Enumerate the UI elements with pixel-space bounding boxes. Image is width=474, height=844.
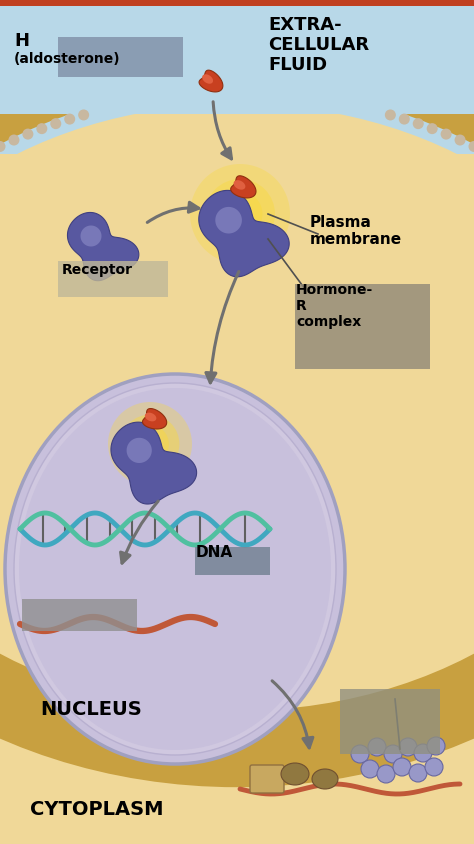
Bar bbox=[0, 0, 474, 7]
Bar bbox=[22, 599, 137, 631]
Circle shape bbox=[385, 111, 396, 122]
Ellipse shape bbox=[5, 375, 345, 764]
Bar bbox=[195, 548, 270, 576]
Bar bbox=[295, 284, 430, 370]
Circle shape bbox=[36, 124, 47, 135]
Circle shape bbox=[50, 119, 61, 130]
Ellipse shape bbox=[190, 165, 290, 265]
Circle shape bbox=[22, 129, 33, 140]
Circle shape bbox=[377, 766, 395, 783]
Text: CYTOPLASM: CYTOPLASM bbox=[30, 799, 164, 818]
Ellipse shape bbox=[205, 180, 275, 250]
Circle shape bbox=[0, 142, 6, 153]
Ellipse shape bbox=[19, 388, 331, 750]
Text: DNA: DNA bbox=[196, 544, 233, 560]
Circle shape bbox=[455, 135, 465, 146]
Text: H: H bbox=[14, 32, 29, 50]
Ellipse shape bbox=[218, 192, 263, 237]
Circle shape bbox=[425, 758, 443, 776]
Circle shape bbox=[414, 744, 432, 762]
Polygon shape bbox=[199, 191, 289, 278]
Circle shape bbox=[468, 142, 474, 153]
Ellipse shape bbox=[312, 769, 338, 789]
FancyBboxPatch shape bbox=[250, 766, 284, 793]
Text: (aldosterone): (aldosterone) bbox=[14, 52, 120, 66]
Polygon shape bbox=[234, 181, 246, 191]
Circle shape bbox=[427, 737, 445, 755]
Ellipse shape bbox=[0, 105, 474, 694]
Circle shape bbox=[351, 745, 369, 763]
Circle shape bbox=[64, 115, 75, 126]
Circle shape bbox=[413, 119, 424, 130]
Ellipse shape bbox=[120, 415, 179, 473]
Ellipse shape bbox=[281, 763, 309, 785]
Circle shape bbox=[399, 738, 417, 756]
Circle shape bbox=[361, 760, 379, 778]
Polygon shape bbox=[81, 226, 101, 247]
Polygon shape bbox=[111, 423, 197, 505]
Text: NUCLEUS: NUCLEUS bbox=[40, 699, 142, 718]
Bar bbox=[58, 262, 168, 298]
Circle shape bbox=[427, 124, 438, 135]
Polygon shape bbox=[231, 176, 256, 198]
Bar bbox=[0, 0, 474, 154]
Circle shape bbox=[384, 745, 402, 763]
Text: EXTRA-
CELLULAR
FLUID: EXTRA- CELLULAR FLUID bbox=[268, 16, 369, 74]
Polygon shape bbox=[67, 214, 139, 281]
Ellipse shape bbox=[14, 383, 336, 755]
Text: Hormone-
R
complex: Hormone- R complex bbox=[296, 283, 373, 329]
Polygon shape bbox=[202, 75, 213, 84]
Bar bbox=[0, 0, 474, 7]
Ellipse shape bbox=[108, 403, 192, 486]
Text: Receptor: Receptor bbox=[62, 262, 133, 277]
Circle shape bbox=[441, 129, 452, 140]
Polygon shape bbox=[215, 208, 242, 235]
Circle shape bbox=[9, 135, 19, 146]
Polygon shape bbox=[127, 438, 152, 463]
Polygon shape bbox=[199, 71, 223, 93]
Bar bbox=[58, 38, 183, 78]
Polygon shape bbox=[143, 409, 167, 430]
Circle shape bbox=[399, 115, 410, 126]
Polygon shape bbox=[145, 414, 156, 422]
Text: Plasma
membrane: Plasma membrane bbox=[310, 214, 402, 247]
Ellipse shape bbox=[131, 425, 169, 463]
Bar bbox=[340, 690, 440, 754]
Bar bbox=[0, 154, 474, 844]
Bar bbox=[0, 0, 474, 115]
Circle shape bbox=[393, 758, 411, 776]
Circle shape bbox=[368, 738, 386, 756]
Circle shape bbox=[78, 111, 89, 122]
Circle shape bbox=[409, 764, 427, 782]
